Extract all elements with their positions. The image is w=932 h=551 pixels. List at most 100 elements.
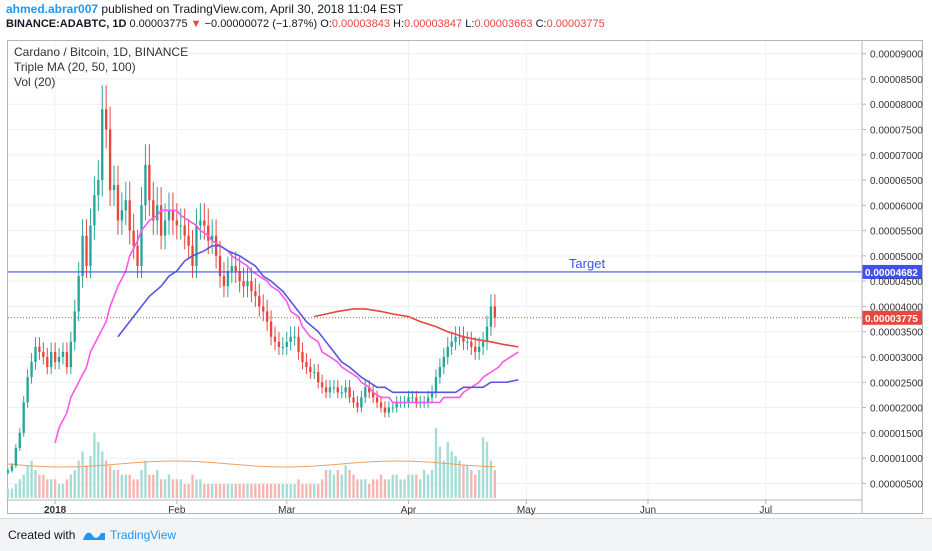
volume-bar	[199, 479, 202, 498]
candle-body	[258, 296, 261, 307]
candle-body	[22, 402, 25, 433]
volume-bars	[6, 428, 497, 498]
volume-bar	[399, 479, 402, 498]
legend-volume[interactable]: Vol (20)	[14, 75, 56, 89]
volume-bar	[383, 479, 387, 498]
candle-body	[61, 351, 65, 357]
volume-bar	[73, 470, 76, 498]
volume-bar	[332, 474, 336, 498]
candle-body	[415, 397, 418, 403]
candle-body	[167, 210, 171, 221]
candle-body	[57, 356, 61, 363]
volume-bar	[124, 474, 127, 498]
candle-body	[462, 336, 465, 342]
candle-body	[383, 407, 387, 413]
volume-bar	[466, 465, 469, 498]
candle-body	[313, 372, 316, 374]
volume-bar	[89, 456, 92, 498]
volume-bar	[159, 479, 163, 498]
volume-bar	[242, 484, 245, 498]
volume-bar	[50, 479, 53, 498]
volume-bar	[6, 488, 10, 498]
volume-bar	[301, 484, 304, 498]
y-tick-label: 0.00001000	[870, 454, 923, 465]
candle-body	[273, 336, 277, 342]
candle-body	[81, 235, 84, 277]
candle-body	[93, 195, 96, 226]
volume-bar	[289, 484, 292, 498]
candle-body	[108, 129, 112, 191]
x-tick-label: Apr	[401, 505, 417, 516]
candle-body	[242, 281, 245, 287]
tradingview-logo-icon[interactable]	[82, 527, 106, 543]
y-tick-label: 0.00005000	[870, 252, 923, 263]
candle-body	[144, 164, 147, 206]
candle-body	[289, 336, 292, 342]
legend-triple-ma[interactable]: Triple MA (20, 50, 100)	[14, 60, 136, 74]
volume-bar	[273, 484, 277, 498]
volume-bar	[297, 479, 300, 498]
volume-bar	[281, 484, 285, 498]
candle-body	[10, 465, 14, 471]
candle-body	[281, 346, 285, 348]
volume-bar	[419, 479, 422, 498]
author-link[interactable]: ahmed.abrar007	[6, 2, 99, 16]
candle-body	[371, 392, 375, 398]
candle-body	[489, 306, 493, 327]
candle-body	[485, 326, 489, 342]
candle-body	[450, 341, 453, 347]
volume-bar	[450, 451, 453, 498]
candle-body	[132, 230, 135, 246]
candle-body	[395, 402, 398, 408]
volume-bar	[340, 474, 343, 498]
volume-bar	[344, 465, 347, 498]
high-value: 0.00003847	[404, 18, 463, 30]
axes: 0.00000500 0.00001000 0.00001500 0.00002000…	[8, 41, 923, 516]
volume-bar	[426, 474, 430, 498]
candle-body	[430, 392, 434, 398]
volume-bar	[18, 479, 21, 498]
y-tick-label: 0.00007500	[870, 125, 923, 136]
low-value: 0.00003663	[474, 18, 533, 30]
ohlc-readout: BINANCE:ADABTC, 1D 0.00003775 ▼ −0.00000…	[6, 18, 605, 30]
volume-bar	[57, 484, 61, 498]
volume-bar	[144, 460, 147, 498]
candle-body	[426, 397, 430, 403]
volume-bar	[246, 484, 249, 498]
candle-body	[6, 470, 10, 473]
volume-bar	[195, 479, 198, 498]
candle-body	[442, 356, 445, 368]
x-tick-label: Jun	[640, 505, 656, 516]
volume-bar	[191, 474, 194, 498]
candle-body	[163, 220, 167, 236]
candle-body	[411, 397, 414, 399]
volume-bar	[207, 484, 210, 498]
chart-frame[interactable]	[7, 40, 923, 514]
candle-body	[285, 341, 288, 347]
volume-bar	[132, 479, 135, 498]
candle-body	[77, 276, 80, 312]
published-text: published on TradingView.com, April 30, …	[101, 2, 404, 16]
candle-body	[97, 180, 100, 196]
candle-body	[34, 346, 37, 363]
candle-body	[230, 265, 233, 272]
candle-body	[152, 200, 155, 221]
candle-body	[159, 205, 163, 236]
y-tick-label: 0.00006000	[870, 201, 923, 212]
footer-bar: Created with TradingView	[0, 518, 932, 551]
y-tick-label: 0.00004500	[870, 277, 923, 288]
volume-bar	[61, 484, 65, 498]
volume-bar	[167, 474, 171, 498]
y-tick-label: 0.00008500	[870, 75, 923, 86]
volume-bar	[407, 474, 410, 498]
tradingview-brand[interactable]: TradingView	[110, 528, 177, 542]
candle-body	[309, 367, 312, 373]
candle-body	[458, 336, 461, 338]
candle-body	[136, 245, 139, 266]
volume-bar	[26, 465, 29, 498]
candle-body	[104, 109, 108, 130]
target-label: Target	[569, 256, 606, 271]
volume-bar	[375, 479, 379, 498]
volume-bar	[356, 479, 359, 498]
